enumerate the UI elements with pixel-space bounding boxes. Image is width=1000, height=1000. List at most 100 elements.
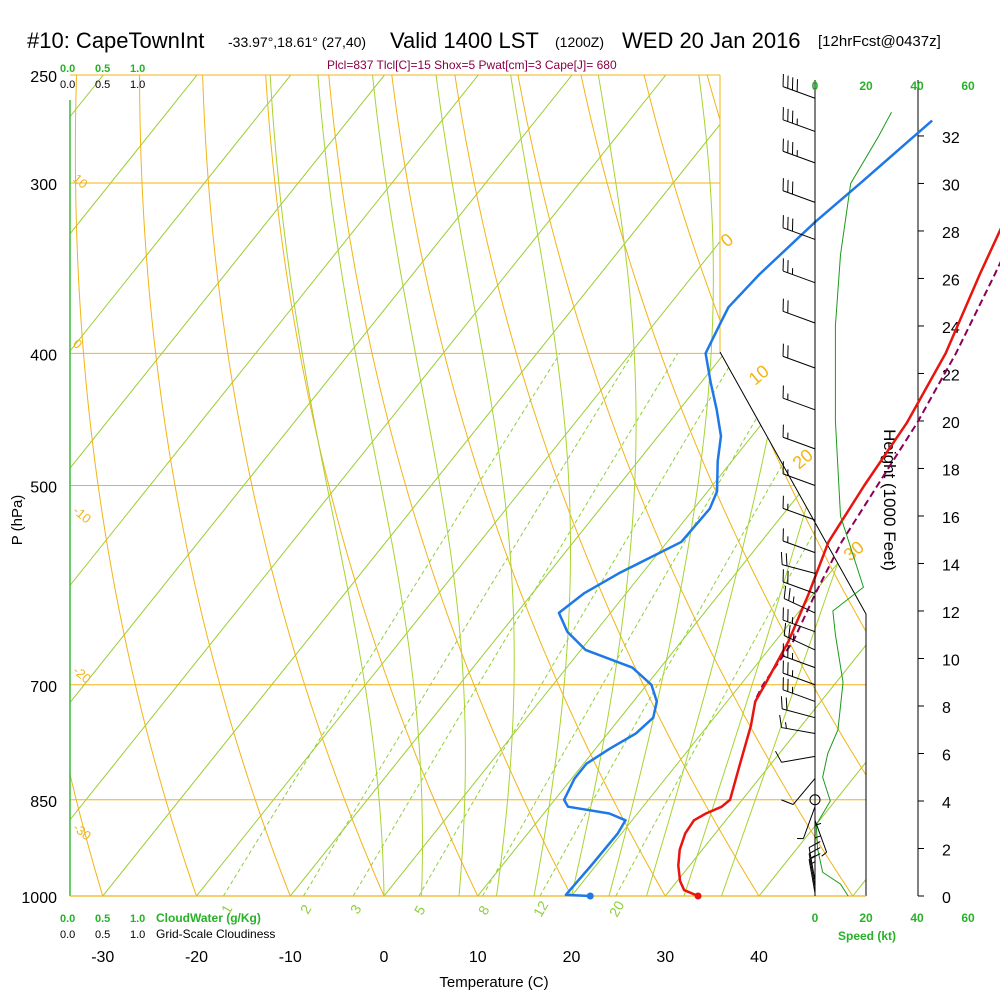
cloud-scale-bottom-green: 0.5 xyxy=(95,913,110,925)
pressure-tick-label: 500 xyxy=(30,480,57,497)
forecast-label: [12hrFcst@0437z] xyxy=(818,33,941,50)
height-tick-label: 32 xyxy=(942,130,960,147)
y-axis-title: P (hPa) xyxy=(9,495,26,546)
cloud-scale-top-black: 0.5 xyxy=(95,79,110,91)
height-tick-label: 30 xyxy=(942,177,960,194)
barb-staff xyxy=(808,859,816,894)
wind-barb xyxy=(782,528,816,554)
wind-barb xyxy=(782,461,816,486)
barb-flag xyxy=(788,588,791,601)
barb-staff xyxy=(781,727,816,734)
barb-staff xyxy=(782,473,816,486)
mixing-ratio-label: 2 xyxy=(297,902,315,917)
dry-adiabat-line xyxy=(265,75,479,896)
wind-barb xyxy=(783,622,816,651)
wind-barb xyxy=(782,298,816,324)
wind-speed-tick-bottom: 40 xyxy=(910,911,924,925)
barb-flag xyxy=(780,696,783,709)
wind-barb xyxy=(782,343,816,369)
wind-speed-tick-bottom: 20 xyxy=(859,911,873,925)
mixing-ratio-line xyxy=(539,353,847,896)
temperature-tick-label: 30 xyxy=(656,949,674,966)
barb-flag xyxy=(781,799,794,805)
wind-barb xyxy=(797,806,816,840)
wind-speed-tick-top: 40 xyxy=(910,79,924,93)
barb-staff xyxy=(783,635,816,651)
barb-half-flag xyxy=(785,722,787,729)
mixing-ratio-label: 3 xyxy=(347,902,365,917)
wind-barb xyxy=(775,750,816,763)
isotherm-label: 10 xyxy=(745,361,773,389)
barb-staff xyxy=(783,598,816,614)
dry-adiabat-line xyxy=(517,75,854,896)
wind-speed-tick-bottom: 0 xyxy=(812,911,819,925)
pressure-tick-label: 300 xyxy=(30,177,57,194)
isotherm-label: 20 xyxy=(789,445,817,473)
pressure-tick-label: 700 xyxy=(30,679,57,696)
isotherm-line xyxy=(70,75,292,896)
temperature-tick-label: 40 xyxy=(750,949,768,966)
wind-barb xyxy=(782,107,816,132)
barb-flag xyxy=(785,697,788,711)
sounding-curves xyxy=(557,119,1000,900)
dry-adiabat-line xyxy=(454,75,760,896)
cloud-scale-bottom-black: 1.0 xyxy=(130,929,145,941)
valid-date: WED 20 Jan 2016 xyxy=(622,28,801,53)
barb-flag xyxy=(775,750,782,763)
barb-half-flag xyxy=(821,851,827,857)
wind-barb xyxy=(781,778,816,805)
mixing-ratio-label: 12 xyxy=(530,898,552,920)
mixing-ratio-label: 20 xyxy=(606,898,628,920)
barb-staff xyxy=(782,190,816,203)
wind-speed-label: Speed (kt) xyxy=(838,929,896,943)
cloudiness-label: Grid-Scale Cloudiness xyxy=(156,927,275,941)
barb-flag xyxy=(788,625,791,638)
cloud-scale-top-green: 0.0 xyxy=(60,63,75,75)
barb-staff xyxy=(814,820,828,853)
height-tick-label: 10 xyxy=(942,652,960,669)
valid-time: Valid 1400 LST xyxy=(390,28,539,53)
wind-barb xyxy=(782,569,816,594)
height-tick-label: 8 xyxy=(942,700,951,717)
height-tick-label: 22 xyxy=(942,367,960,384)
wind-barb xyxy=(782,215,816,240)
barb-staff xyxy=(782,581,816,594)
height-tick-label: 2 xyxy=(942,842,951,859)
barb-staff xyxy=(782,540,816,554)
mixing-ratio-line xyxy=(303,353,634,896)
mixing-ratio-line xyxy=(352,353,679,896)
height-tick-label: 0 xyxy=(942,890,951,907)
barb-staff xyxy=(782,119,816,132)
moist-adiabat-line xyxy=(608,75,714,896)
isotherm-line xyxy=(70,75,198,896)
frame-kink-line xyxy=(719,351,867,896)
moist-adiabat-line xyxy=(721,75,866,896)
dry-adiabat-line xyxy=(328,75,572,896)
mixing-ratio-line xyxy=(482,353,795,896)
wind-speed-tick-top: 0 xyxy=(812,79,819,93)
wind-barb xyxy=(782,677,816,702)
barb-staff xyxy=(782,655,816,669)
station-title: #10: CapeTownInt xyxy=(27,28,205,53)
barb-half-flag xyxy=(792,633,795,640)
pressure-tick-label: 850 xyxy=(30,794,57,811)
wind-barb xyxy=(782,424,816,450)
wind-barb xyxy=(780,696,816,719)
barb-flag xyxy=(785,553,788,566)
wind-barb xyxy=(780,551,816,574)
calm-wind-circle xyxy=(809,794,821,806)
wind-barb xyxy=(782,178,816,203)
barb-staff xyxy=(782,270,816,284)
barb-staff xyxy=(782,689,816,702)
isobar-lines xyxy=(70,74,866,897)
wind-speed-tick-bottom: 60 xyxy=(961,911,975,925)
height-tick-label: 4 xyxy=(942,795,951,812)
cloud-scale-top-black: 1.0 xyxy=(130,79,145,91)
height-tick-label: 28 xyxy=(942,225,960,242)
dry-adiabat-line xyxy=(74,75,197,896)
isotherm-line xyxy=(664,75,866,896)
temperature-tick-label: 10 xyxy=(469,949,487,966)
